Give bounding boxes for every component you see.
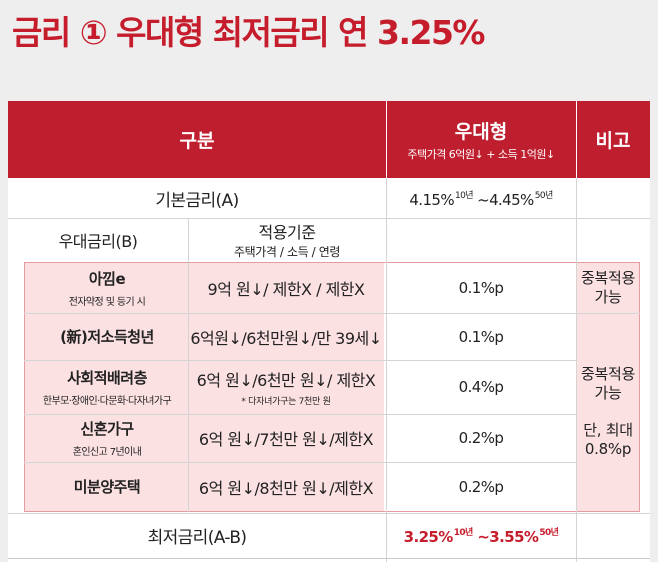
- program-row-4-criteria: 6억 원↓/8천만 원↓/제한X: [198, 478, 374, 498]
- program-row-2-note: * 다자녀가구는 7천만 원: [241, 397, 331, 407]
- program-row-3-name: 신혼가구 혼인신고 7년이내: [72, 420, 142, 458]
- rate-table: 구분 우대형 주택가격 6억원↓ + 소득 1억원↓ 비고 기본금리(A) 4.…: [8, 101, 650, 562]
- remark-second: 중복적용 가능 단, 최대 0.8%p: [576, 313, 640, 511]
- program-row-3-rate: 0.2%p: [458, 429, 504, 447]
- base-rate-value: 4.15%10년 ~4.45%50년: [386, 178, 576, 218]
- program-row-4-rate: 0.2%p: [458, 477, 504, 496]
- program-row-0-criteria: 9억 원↓/ 제한X / 제한X: [207, 280, 365, 299]
- page-title: 금리 ① 우대형 최저금리 연 3.25%: [12, 13, 485, 52]
- program-row-3-criteria: 6억 원↓/7천만 원↓/제한X: [198, 430, 374, 449]
- base-rate-low-term: 10년: [454, 190, 474, 201]
- criteria-header: 적용기준 주택가격 / 소득 / 연령: [188, 218, 386, 261]
- base-rate-label: 기본금리(A): [155, 190, 239, 211]
- min-rate-label: 최저금리(A-B): [147, 528, 247, 548]
- header-type: 우대형 주택가격 6억원↓ + 소득 1억원↓: [386, 101, 576, 178]
- min-rate-value: 3.25%10년 ~3.55%50년: [386, 513, 576, 558]
- remark-first: 중복적용 가능: [580, 269, 635, 306]
- header-type-label: 우대형: [454, 121, 508, 143]
- program-row-1-name: (新)저소득청년: [60, 328, 154, 346]
- program-row-2-name: 사회적배려층 한부모·장애인·다문화·다자녀가구: [42, 369, 172, 407]
- min-rate-high: 3.55%: [489, 528, 539, 546]
- remark-second-b: 단, 최대 0.8%p: [583, 421, 633, 458]
- min-rate-high-term: 50년: [539, 528, 559, 538]
- program-row-2-rate: 0.4%p: [458, 378, 504, 396]
- program-row-4-name: 미분양주택: [73, 478, 141, 496]
- min-rate-low-term: 10년: [453, 528, 474, 538]
- header-category-label: 구분: [179, 130, 215, 152]
- min-rate-sep: ~: [477, 528, 490, 546]
- program-row-0-rate: 0.1%p: [458, 279, 504, 297]
- program-row-2-criteria: 6억 원↓/6천만 원↓/ 제한X * 다자녀가구는 7천만 원: [196, 371, 376, 407]
- program-row-1-criteria: 6억원↓/6천만원↓/만 39세↓: [190, 328, 382, 348]
- program-row-0-name: 아낌e 전자약정 및 등기 시: [68, 270, 146, 308]
- base-rate-high: 4.45%: [489, 190, 534, 209]
- program-row-1-rate: 0.1%p: [458, 327, 504, 346]
- header-note: 비고: [576, 101, 650, 178]
- base-rate-high-term: 50년: [534, 190, 554, 201]
- remark-second-a: 중복적용 가능: [580, 365, 635, 402]
- base-rate-sep: ~: [477, 190, 490, 209]
- header-note-label: 비고: [595, 130, 631, 152]
- criteria-title: 적용기준: [258, 223, 316, 242]
- header-type-sub: 주택가격 6억원↓ + 소득 1억원↓: [407, 148, 555, 161]
- header-category: 구분: [8, 101, 386, 178]
- min-rate-low: 3.25%: [403, 528, 454, 546]
- criteria-sub: 주택가격 / 소득 / 연령: [233, 245, 341, 259]
- base-rate-low: 4.15%: [409, 190, 454, 209]
- preferential-label: 우대금리(B): [58, 231, 138, 251]
